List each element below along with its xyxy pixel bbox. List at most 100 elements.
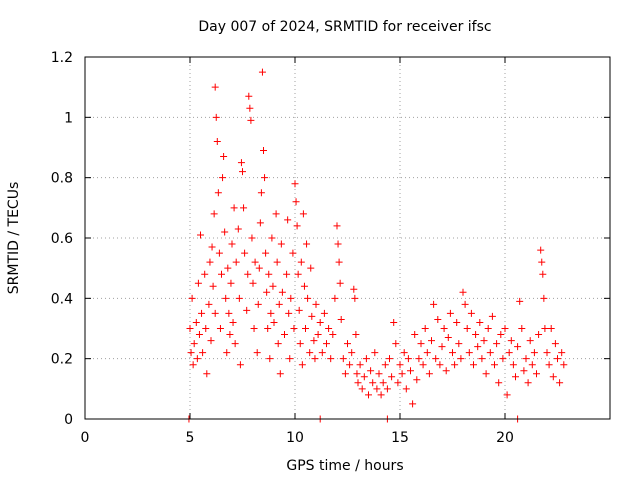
data-point [442, 367, 450, 375]
data-point [400, 349, 408, 357]
data-point [377, 391, 385, 399]
data-point [257, 189, 265, 197]
data-point [379, 379, 387, 387]
data-point [247, 116, 255, 124]
data-point [522, 355, 530, 363]
data-point [488, 312, 496, 320]
data-point [467, 309, 475, 317]
data-point [268, 234, 276, 242]
data-point [245, 92, 253, 100]
data-point [480, 337, 488, 345]
data-point [207, 337, 215, 345]
data-point [205, 300, 213, 308]
data-point [333, 222, 341, 230]
data-point [545, 361, 553, 369]
data-point [533, 370, 540, 378]
data-point [260, 147, 267, 155]
data-point [281, 331, 288, 339]
data-point [524, 379, 532, 387]
data-point [388, 373, 396, 381]
data-point [224, 264, 232, 272]
data-point [367, 367, 375, 375]
data-point [230, 204, 238, 212]
data-point [512, 373, 519, 381]
data-point [239, 168, 246, 176]
data-point [451, 361, 459, 369]
data-point [428, 337, 435, 345]
data-point [350, 285, 358, 293]
data-point [203, 370, 211, 378]
x-tick-label: 5 [186, 430, 195, 446]
data-point [213, 137, 221, 145]
data-point [277, 240, 285, 248]
y-tick-label: 0.2 [51, 352, 73, 368]
data-point [505, 349, 513, 357]
data-point [292, 198, 300, 206]
data-point [255, 264, 263, 272]
data-point [516, 297, 524, 305]
data-point [284, 216, 292, 224]
data-point [304, 294, 312, 302]
grid-lines [85, 57, 610, 419]
data-point [334, 240, 342, 248]
data-point [547, 325, 555, 332]
data-point [190, 340, 198, 348]
data-point [258, 68, 266, 76]
data-point [556, 379, 564, 387]
y-tick-label: 1 [64, 110, 73, 126]
data-point [218, 270, 225, 278]
data-point [308, 312, 316, 320]
data-point [246, 104, 254, 112]
data-point [404, 355, 412, 363]
data-point [267, 309, 275, 317]
data-point [296, 340, 304, 348]
data-point [365, 391, 372, 399]
data-point [222, 294, 230, 302]
y-tick-label: 0.8 [51, 171, 73, 187]
data-point [302, 325, 309, 332]
data-point [457, 355, 465, 363]
data-point [497, 331, 505, 339]
data-point [528, 361, 536, 369]
data-point [253, 349, 261, 357]
data-point [266, 355, 274, 363]
data-point [273, 258, 281, 266]
data-point [297, 258, 305, 266]
data-point [453, 318, 461, 326]
data-point [371, 349, 379, 357]
data-point [449, 349, 456, 357]
data-point [320, 309, 328, 317]
data-point [459, 288, 467, 296]
data-point [351, 294, 359, 302]
data-point [211, 309, 219, 317]
data-point [499, 355, 507, 363]
data-point [425, 370, 433, 378]
data-point [274, 340, 282, 348]
x-tick-label: 20 [496, 430, 514, 446]
data-point [503, 391, 511, 399]
data-point [470, 361, 477, 369]
data-point [254, 300, 262, 308]
data-point [187, 349, 195, 357]
data-point [212, 113, 220, 121]
data-point [189, 361, 197, 369]
data-point [407, 367, 414, 375]
data-point [356, 361, 364, 369]
data-point [188, 294, 196, 302]
data-point [415, 355, 423, 363]
data-point [316, 318, 324, 326]
data-point [530, 349, 538, 357]
data-point [216, 325, 224, 332]
data-point [331, 294, 339, 302]
data-point [236, 361, 244, 369]
data-point [227, 279, 235, 287]
data-point [348, 349, 356, 357]
data-point [214, 189, 222, 197]
data-point [226, 331, 234, 339]
x-axis-label: GPS time / hours [286, 458, 403, 474]
data-point [444, 334, 452, 342]
data-point [501, 325, 509, 332]
data-point [251, 258, 259, 266]
data-point [514, 343, 522, 351]
